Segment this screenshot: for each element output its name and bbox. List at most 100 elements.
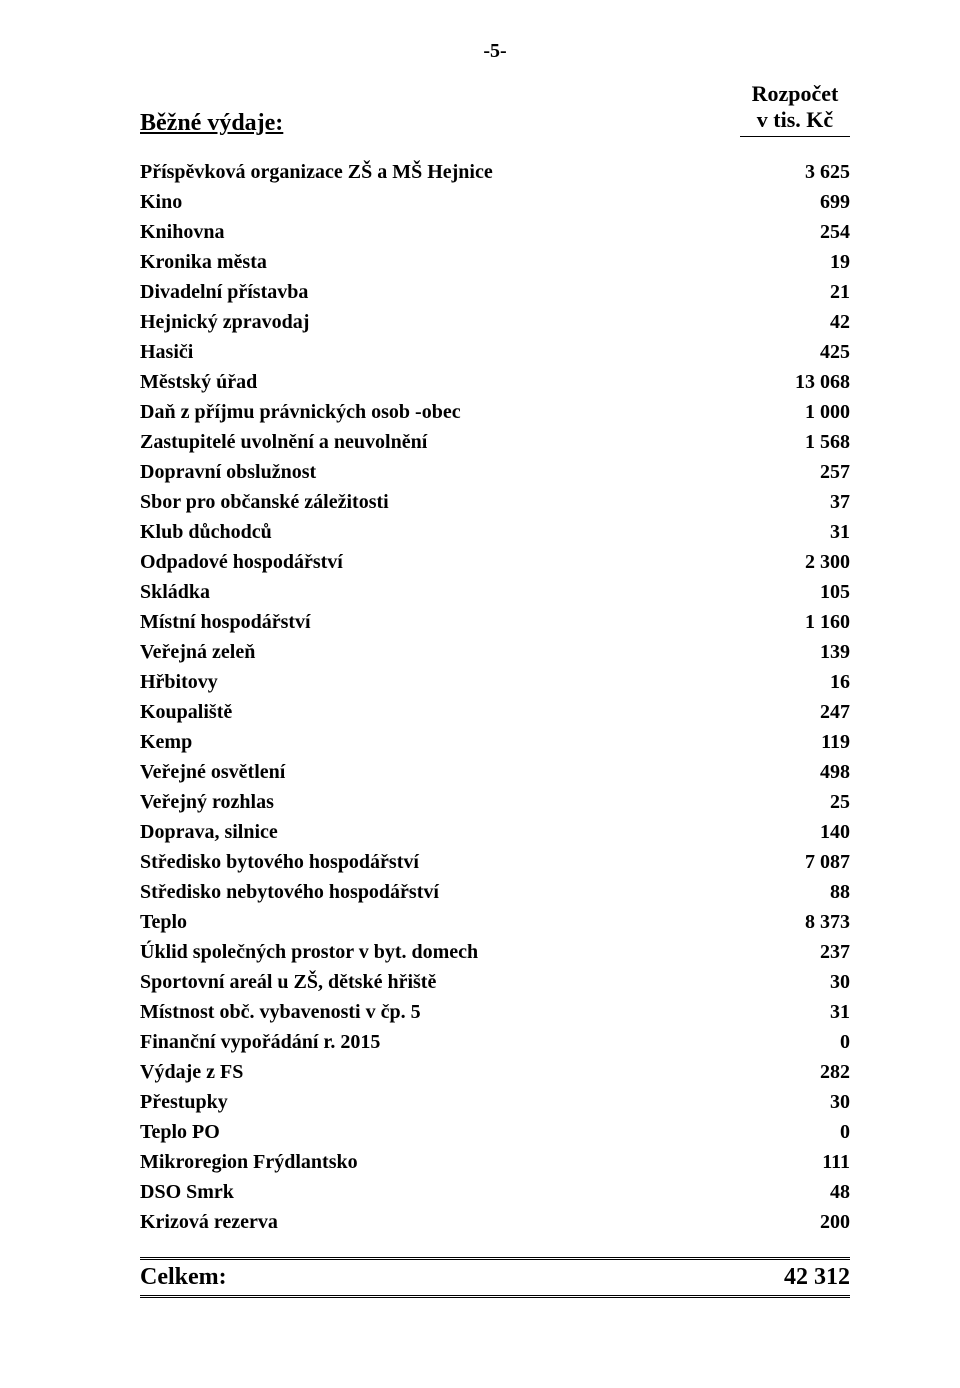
budget-row: Středisko nebytového hospodářství88 [140,877,850,907]
budget-row: Úklid společných prostor v byt. domech23… [140,937,850,967]
budget-row-label: Skládka [140,577,760,607]
budget-row: Knihovna254 [140,217,850,247]
budget-row: Kemp119 [140,727,850,757]
budget-row-value: 31 [760,517,850,547]
budget-row-value: 105 [760,577,850,607]
budget-row: Sbor pro občanské záležitosti37 [140,487,850,517]
budget-row-label: Koupaliště [140,697,760,727]
budget-row: Teplo PO0 [140,1117,850,1147]
budget-row-label: DSO Smrk [140,1177,760,1207]
budget-items-list: Příspěvková organizace ZŠ a MŠ Hejnice3 … [140,157,850,1237]
budget-row-label: Příspěvková organizace ZŠ a MŠ Hejnice [140,157,760,187]
budget-row-value: 1 568 [760,427,850,457]
budget-row-label: Teplo PO [140,1117,760,1147]
total-value: 42 312 [784,1264,850,1291]
budget-row-value: 37 [760,487,850,517]
budget-row-label: Odpadové hospodářství [140,547,760,577]
budget-row-value: 200 [760,1207,850,1237]
budget-row: Veřejný rozhlas25 [140,787,850,817]
budget-row-label: Divadelní přístavba [140,277,760,307]
budget-row-label: Sbor pro občanské záležitosti [140,487,760,517]
budget-row-label: Doprava, silnice [140,817,760,847]
budget-row: Klub důchodců31 [140,517,850,547]
budget-row-value: 13 068 [760,367,850,397]
budget-row-label: Veřejný rozhlas [140,787,760,817]
budget-row-value: 25 [760,787,850,817]
budget-row-label: Hřbitovy [140,667,760,697]
budget-row: Divadelní přístavba21 [140,277,850,307]
budget-row-value: 30 [760,1087,850,1117]
budget-row-label: Klub důchodců [140,517,760,547]
budget-row-label: Kronika města [140,247,760,277]
budget-row: Zastupitelé uvolnění a neuvolnění1 568 [140,427,850,457]
budget-row-value: 425 [760,337,850,367]
budget-row-label: Místní hospodářství [140,607,760,637]
budget-row: Odpadové hospodářství2 300 [140,547,850,577]
budget-row-value: 88 [760,877,850,907]
budget-row-label: Středisko bytového hospodářství [140,847,760,877]
budget-row: Krizová rezerva200 [140,1207,850,1237]
budget-row-label: Veřejné osvětlení [140,757,760,787]
budget-row: Hasiči425 [140,337,850,367]
budget-row-value: 30 [760,967,850,997]
budget-row: Finanční vypořádání r. 20150 [140,1027,850,1057]
budget-row: Teplo8 373 [140,907,850,937]
budget-row-value: 237 [760,937,850,967]
budget-row-value: 8 373 [760,907,850,937]
total-section: Celkem: 42 312 [140,1257,850,1298]
budget-row: Místní hospodářství1 160 [140,607,850,637]
budget-row-label: Úklid společných prostor v byt. domech [140,937,760,967]
budget-row: Veřejná zeleň139 [140,637,850,667]
budget-row-label: Krizová rezerva [140,1207,760,1237]
budget-row: Výdaje z FS282 [140,1057,850,1087]
budget-row-value: 19 [760,247,850,277]
budget-row-label: Finanční vypořádání r. 2015 [140,1027,760,1057]
budget-row-value: 31 [760,997,850,1027]
budget-row-value: 498 [760,757,850,787]
budget-row-value: 699 [760,187,850,217]
budget-row-label: Místnost obč. vybavenosti v čp. 5 [140,997,760,1027]
budget-row-value: 16 [760,667,850,697]
budget-row-value: 247 [760,697,850,727]
budget-row: Koupaliště247 [140,697,850,727]
total-row: Celkem: 42 312 [140,1257,850,1298]
budget-row: Hřbitovy16 [140,667,850,697]
budget-row-value: 1 000 [760,397,850,427]
header-right-line1: Rozpočet [740,81,850,107]
budget-row-label: Zastupitelé uvolnění a neuvolnění [140,427,760,457]
budget-row: Veřejné osvětlení498 [140,757,850,787]
budget-row-value: 119 [760,727,850,757]
budget-row: DSO Smrk48 [140,1177,850,1207]
header-right-line2: v tis. Kč [740,107,850,136]
budget-row: Kino699 [140,187,850,217]
budget-row-label: Výdaje z FS [140,1057,760,1087]
budget-row-label: Veřejná zeleň [140,637,760,667]
budget-row: Přestupky30 [140,1087,850,1117]
budget-row-value: 0 [760,1027,850,1057]
budget-row-value: 257 [760,457,850,487]
budget-row: Místnost obč. vybavenosti v čp. 531 [140,997,850,1027]
budget-row-value: 139 [760,637,850,667]
budget-row: Doprava, silnice140 [140,817,850,847]
budget-row-value: 111 [760,1147,850,1177]
budget-row: Hejnický zpravodaj42 [140,307,850,337]
budget-row: Daň z příjmu právnických osob -obec1 000 [140,397,850,427]
budget-row-value: 0 [760,1117,850,1147]
budget-row-value: 3 625 [760,157,850,187]
header-row: Běžné výdaje: Rozpočet v tis. Kč [140,81,850,137]
budget-row: Středisko bytového hospodářství7 087 [140,847,850,877]
budget-row-label: Kemp [140,727,760,757]
budget-row: Dopravní obslužnost257 [140,457,850,487]
budget-row-label: Sportovní areál u ZŠ, dětské hřiště [140,967,760,997]
page-number: -5- [140,40,850,63]
budget-row-value: 7 087 [760,847,850,877]
document-page: -5- Běžné výdaje: Rozpočet v tis. Kč Pří… [0,0,960,1388]
budget-row-label: Středisko nebytového hospodářství [140,877,760,907]
budget-row-value: 2 300 [760,547,850,577]
budget-row: Kronika města19 [140,247,850,277]
budget-row-label: Daň z příjmu právnických osob -obec [140,397,760,427]
budget-row-value: 48 [760,1177,850,1207]
budget-row-label: Knihovna [140,217,760,247]
budget-row-value: 254 [760,217,850,247]
total-label: Celkem: [140,1264,227,1291]
